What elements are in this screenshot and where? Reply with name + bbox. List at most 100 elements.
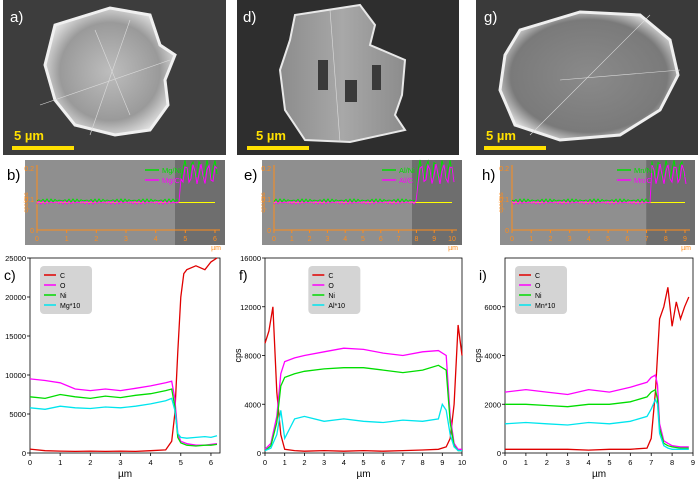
chart-f: 0 4000 8000 12000 16000 0 1 2 3 4 5 6 7 8 9 10 µm cps CO Ni… (233, 254, 466, 480)
panel-label: b) (7, 167, 20, 184)
x-axis-title: µm (356, 469, 370, 480)
panel-label-d: d) (243, 9, 256, 26)
x-tick-label: 4 (586, 458, 590, 467)
x-tick-label: 7 (397, 236, 401, 243)
x-tick-label: 8 (421, 458, 425, 467)
x-tick-label: 7 (401, 458, 405, 467)
panel-label: i) (479, 267, 487, 283)
y-tick-label: 20000 (5, 293, 26, 302)
series-line (264, 306, 463, 452)
chart-i: 0 2000 4000 6000 0 1 2 3 4 5 6 7 8 9 µm cps CO Ni Mn*10 i) (473, 257, 695, 480)
panel-label: h) (482, 167, 495, 184)
x-tick-label: 5 (606, 236, 610, 243)
scalebar (12, 146, 74, 150)
sem-image-g: 5 µm g) (476, 0, 698, 155)
y-tick-label: 16000 (240, 254, 261, 263)
panel-label: f) (239, 267, 248, 283)
x-tick-label: 0 (28, 458, 32, 467)
y-tick-label: 2000 (484, 400, 501, 409)
y-axis-title: cps (233, 348, 243, 363)
x-tick-label: 9 (691, 458, 695, 467)
x-tick-label: 4 (149, 458, 153, 467)
x-tick-label: 4 (342, 458, 346, 467)
x-axis-title: µm (118, 469, 132, 480)
x-tick-label: 5 (607, 458, 611, 467)
x-tick-label: 9 (432, 236, 436, 243)
series-line (264, 364, 462, 452)
x-tick-label: 7 (645, 236, 649, 243)
x-tick-label: 0 (263, 458, 267, 467)
series-line (29, 397, 218, 439)
legend-label: C (60, 273, 65, 280)
legend-label: O (535, 283, 541, 290)
x-tick-label: 3 (322, 458, 326, 467)
y-tick-label: 5000 (9, 410, 26, 419)
scalebar (247, 146, 309, 150)
x-tick-label: 1 (65, 236, 69, 243)
x-tick-label: 4 (343, 236, 347, 243)
legend-label: O (328, 283, 334, 290)
chart-c: 0 5000 10000 15000 20000 25000 0 1 2 3 4 5 6 µm CO Ni Mg… (4, 254, 221, 480)
y-tick-label: 0 (497, 449, 501, 458)
legend-label: C (535, 273, 540, 280)
scalebar (484, 146, 546, 150)
scalebar-label: 5 µm (14, 128, 44, 143)
particle-shape (278, 3, 407, 144)
legend-label: Ni (535, 293, 542, 300)
y-tick-label: 12000 (240, 303, 261, 312)
x-tick-label: 3 (118, 458, 122, 467)
legend-label: Mg/C (162, 176, 181, 185)
panel-label: e) (244, 167, 257, 184)
x-axis-title: µm (592, 469, 606, 480)
series-line (29, 388, 218, 447)
x-tick-label: 9 (683, 236, 687, 243)
x-unit-label: µm (211, 245, 221, 252)
legend-label: Al*10 (328, 303, 345, 310)
legend-label: Mn/Ni (634, 166, 654, 175)
x-tick-label: 5 (179, 458, 183, 467)
legend-label: C (328, 273, 333, 280)
legend-label: Al/Ni (399, 166, 415, 175)
legend-label: Al/C (399, 176, 414, 185)
x-tick-label: 7 (649, 458, 653, 467)
x-tick-label: 6 (379, 236, 383, 243)
x-tick-label: 8 (670, 458, 674, 467)
legend-label: Ni (60, 293, 67, 300)
y-tick-label: 0.1 (499, 197, 509, 204)
y-tick-label: 15000 (5, 332, 26, 341)
x-tick-label: 1 (529, 236, 533, 243)
legend-label: Mg/Ni (162, 166, 182, 175)
x-tick-label: 5 (361, 458, 365, 467)
legend-label: Ni (328, 293, 335, 300)
x-tick-label: 10 (448, 236, 456, 243)
series-line (505, 287, 690, 451)
x-tick-label: 10 (458, 458, 466, 467)
y-tick-label: 6000 (484, 303, 501, 312)
x-tick-label: 3 (325, 236, 329, 243)
x-tick-label: 2 (308, 236, 312, 243)
x-tick-label: 2 (302, 458, 306, 467)
x-tick-label: 2 (548, 236, 552, 243)
legend-label: Mn/C (634, 176, 653, 185)
x-tick-label: 4 (154, 236, 158, 243)
x-unit-label: µm (681, 245, 691, 252)
x-tick-label: 0 (510, 236, 514, 243)
y-tick-label: 0.2 (499, 166, 509, 173)
series-line (29, 378, 218, 446)
scalebar-label: 5 µm (486, 128, 516, 143)
y-tick-label: 8000 (244, 352, 261, 361)
x-tick-label: 6 (213, 236, 217, 243)
y-axis-title: cps (473, 348, 483, 363)
x-tick-label: 3 (568, 236, 572, 243)
legend-label: O (60, 283, 66, 290)
y-tick-label: 0.1 (24, 197, 34, 204)
y-tick-label: 0.1 (261, 197, 271, 204)
sem-image-d: 5 µm d) (237, 0, 459, 155)
series-line (29, 257, 218, 453)
y-tick-label: 0 (22, 449, 26, 458)
ratio-trace (511, 160, 687, 203)
x-tick-label: 0 (272, 236, 276, 243)
